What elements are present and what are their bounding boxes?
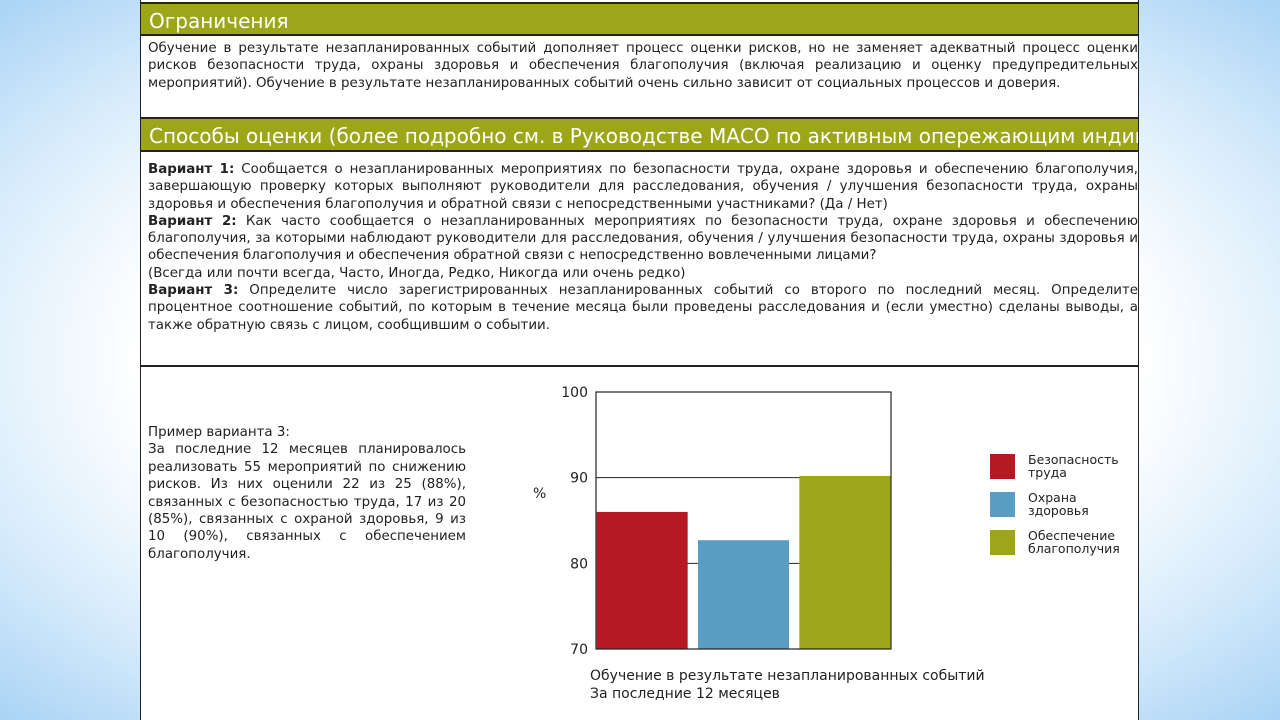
variant-2-options: (Всегда или почти всегда, Часто, Иногда,… bbox=[148, 265, 686, 281]
chart-caption-line1: Обучение в результате незапланированных … bbox=[590, 668, 985, 684]
variant-3-label: Вариант 3: bbox=[148, 283, 239, 299]
example-text: За последние 12 месяцев планировалось ре… bbox=[148, 442, 466, 562]
legend-label: Охрана bbox=[1028, 490, 1077, 505]
variant-3: Вариант 3: Определите число зарегистриро… bbox=[148, 282, 1138, 334]
variant-2: Вариант 2: Как часто сообщается о незапл… bbox=[148, 213, 1138, 265]
methods-text-block: Вариант 1: Сообщается о незапланированны… bbox=[148, 161, 1138, 334]
divider bbox=[141, 365, 1138, 367]
limitations-text: Обучение в результате незапланированных … bbox=[148, 41, 1138, 91]
methods-title: Способы оценки (более подробно см. в Рук… bbox=[149, 124, 1138, 148]
variant-1-label: Вариант 1: bbox=[148, 162, 235, 177]
limitations-header: Ограничения bbox=[141, 2, 1138, 36]
bar-1 bbox=[596, 511, 688, 649]
legend-swatch bbox=[990, 454, 1015, 479]
legend-swatch bbox=[990, 492, 1015, 517]
variant-2-text: Как часто сообщается о незапланированных… bbox=[148, 213, 1138, 264]
example-block: Пример варианта 3: За последние 12 месяц… bbox=[148, 424, 466, 563]
legend-label: здоровья bbox=[1028, 503, 1089, 518]
chart-caption-line2: За последние 12 месяцев bbox=[590, 686, 780, 702]
y-tick-label: 100 bbox=[561, 385, 588, 401]
y-tick-label: 80 bbox=[570, 556, 588, 572]
y-axis-label: % bbox=[533, 486, 546, 502]
legend-label: Безопасность bbox=[1028, 452, 1119, 467]
content-panel: Ограничения Обучение в результате незапл… bbox=[140, 0, 1139, 720]
variant-1: Вариант 1: Сообщается о незапланированны… bbox=[148, 161, 1138, 213]
methods-header: Способы оценки (более подробно см. в Рук… bbox=[141, 117, 1138, 152]
limitations-text-block: Обучение в результате незапланированных … bbox=[148, 40, 1138, 92]
bar-2 bbox=[698, 540, 789, 649]
variant-2-label: Вариант 2: bbox=[148, 213, 237, 229]
bar-3 bbox=[799, 475, 891, 649]
legend-label: благополучия bbox=[1028, 541, 1120, 556]
y-tick-label: 90 bbox=[570, 471, 588, 487]
limitations-title: Ограничения bbox=[149, 9, 289, 33]
legend-label: Обеспечение bbox=[1028, 528, 1115, 543]
chart-caption: Обучение в результате незапланированных … bbox=[590, 667, 985, 703]
plot-frame bbox=[595, 391, 892, 650]
variant-3-text: Определите число зарегистрированных неза… bbox=[148, 283, 1138, 333]
legend-label: труда bbox=[1028, 465, 1067, 480]
variant-1-text: Сообщается о незапланированных мероприят… bbox=[148, 162, 1139, 212]
legend-swatch bbox=[990, 530, 1015, 555]
example-title: Пример варианта 3: bbox=[148, 425, 290, 440]
y-tick-label: 70 bbox=[570, 642, 588, 658]
